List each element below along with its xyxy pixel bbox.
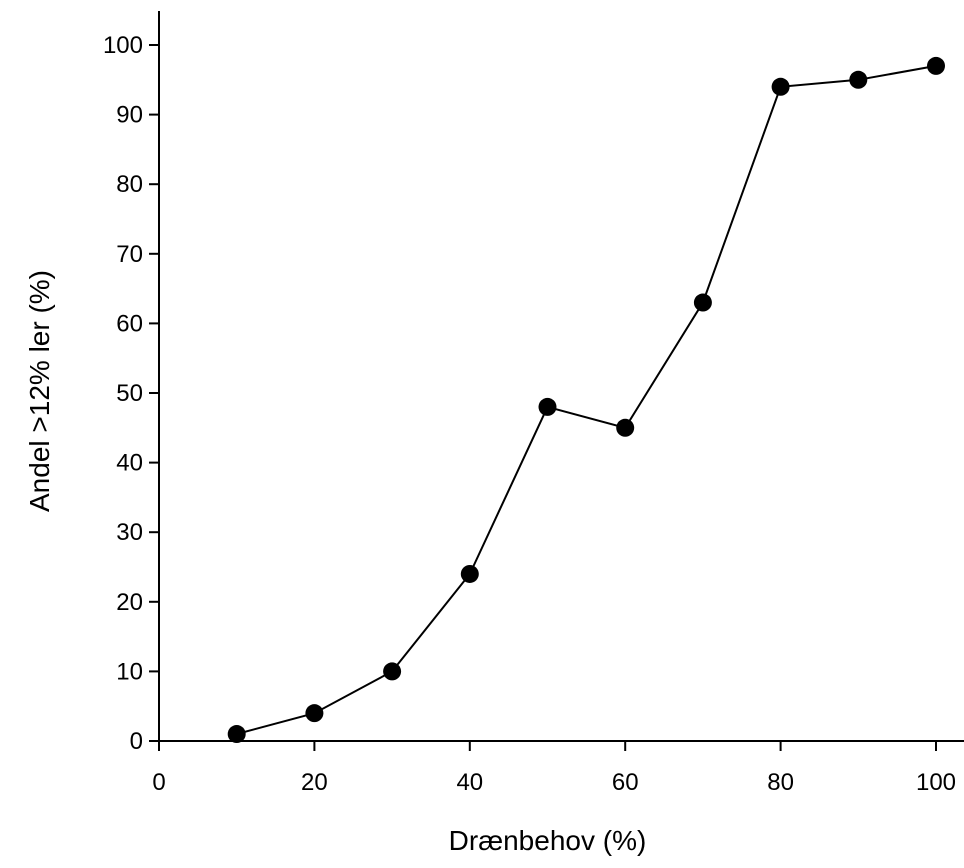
y-tick-label: 60 xyxy=(116,310,143,337)
y-tick-label: 80 xyxy=(116,171,143,198)
data-point xyxy=(849,70,868,89)
x-axis-title: Drænbehov (%) xyxy=(449,825,647,856)
x-tick-label: 100 xyxy=(916,769,956,796)
y-tick-label: 100 xyxy=(103,32,143,59)
data-point xyxy=(538,397,557,416)
y-axis-title: Andel >12% ler (%) xyxy=(24,270,55,512)
x-tick-label: 20 xyxy=(301,769,328,796)
data-point xyxy=(305,704,324,723)
data-point xyxy=(771,77,790,96)
x-tick-label: 80 xyxy=(767,769,794,796)
data-point xyxy=(383,662,402,681)
x-tick-label: 60 xyxy=(612,769,639,796)
y-tick-label: 20 xyxy=(116,589,143,616)
data-point xyxy=(460,564,479,583)
x-tick-label: 0 xyxy=(152,769,165,796)
y-axis-ticks: 0 10 20 30 40 50 60 70 80 90 100 xyxy=(103,32,159,755)
y-tick-label: 70 xyxy=(116,241,143,268)
series-line xyxy=(236,64,937,735)
y-tick-label: 30 xyxy=(116,519,143,546)
x-tick-label: 40 xyxy=(456,769,483,796)
data-point xyxy=(227,725,246,744)
y-tick-label: 0 xyxy=(130,728,143,755)
y-tick-label: 90 xyxy=(116,102,143,129)
data-point xyxy=(693,293,712,312)
y-tick-label: 40 xyxy=(116,450,143,477)
x-axis-ticks: 0 20 40 60 80 100 xyxy=(152,741,956,796)
data-point xyxy=(616,418,635,437)
data-point xyxy=(927,56,945,75)
plot-axes xyxy=(158,11,964,742)
y-tick-label: 50 xyxy=(116,380,143,407)
y-tick-label: 10 xyxy=(116,658,143,685)
data-series xyxy=(227,56,945,744)
